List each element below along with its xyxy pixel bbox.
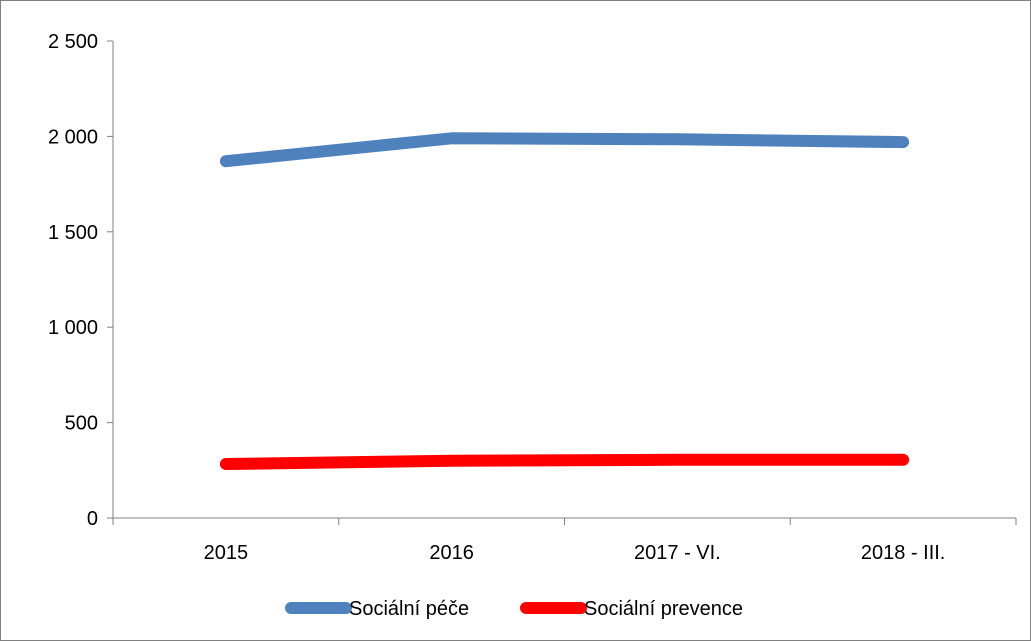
chart-axes: 0 500 1 000 1 500 2 000 2 500 2015 2016 2017 - V… [48,31,1017,564]
y-tick-label: 500 [65,413,98,435]
x-tick-label: 2015 [204,542,249,564]
series-line [219,132,910,168]
chart-series [219,132,910,470]
y-tick-label: 1 500 [48,222,98,244]
y-tick-label: 2 000 [48,126,98,148]
x-tick-label: 2016 [429,542,474,564]
y-tick-label: 0 [87,508,98,530]
legend-label: Sociální péče [349,598,469,620]
chart-legend: Sociální péče Sociální prevence [285,598,743,620]
y-tick-label: 2 500 [48,31,98,53]
y-tick-label: 1 000 [48,317,98,339]
x-tick-label: 2018 - III. [861,542,946,564]
series-line [219,453,910,470]
x-tick-label: 2017 - VI. [634,542,721,564]
legend-label: Sociální prevence [584,598,743,620]
